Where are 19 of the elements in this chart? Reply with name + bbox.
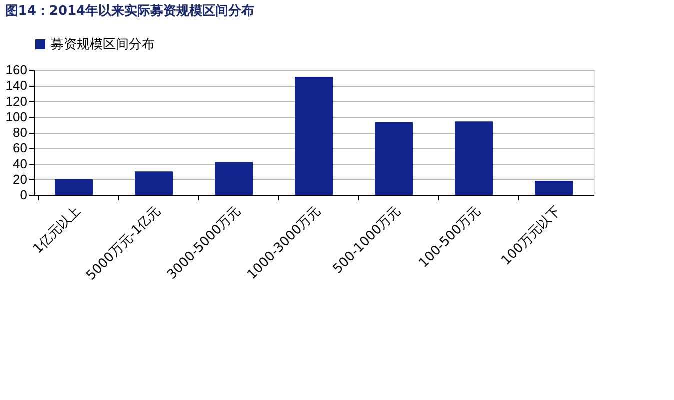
x-tick-label: 1亿元以上 <box>30 204 84 258</box>
y-tick-label: 100 <box>6 109 28 124</box>
y-tick-label: 20 <box>13 172 28 187</box>
y-tick-label: 60 <box>13 140 28 156</box>
y-tick-label: 0 <box>20 188 28 202</box>
y-tick-label: 80 <box>13 125 28 140</box>
bar <box>455 122 493 195</box>
y-tick-label: 40 <box>13 156 28 172</box>
bar <box>295 77 333 195</box>
bar <box>375 122 413 195</box>
y-tick-label: 140 <box>6 78 28 94</box>
bar <box>535 180 573 195</box>
bar <box>135 172 173 195</box>
y-tick-label: 120 <box>6 94 28 109</box>
legend-label: 募资规模区间分布 <box>51 38 155 52</box>
bar <box>215 162 253 195</box>
chart-title: 图14：2014年以来实际募资规模区间分布 <box>5 3 255 19</box>
y-tick-label: 160 <box>6 62 28 78</box>
bar <box>55 179 93 195</box>
